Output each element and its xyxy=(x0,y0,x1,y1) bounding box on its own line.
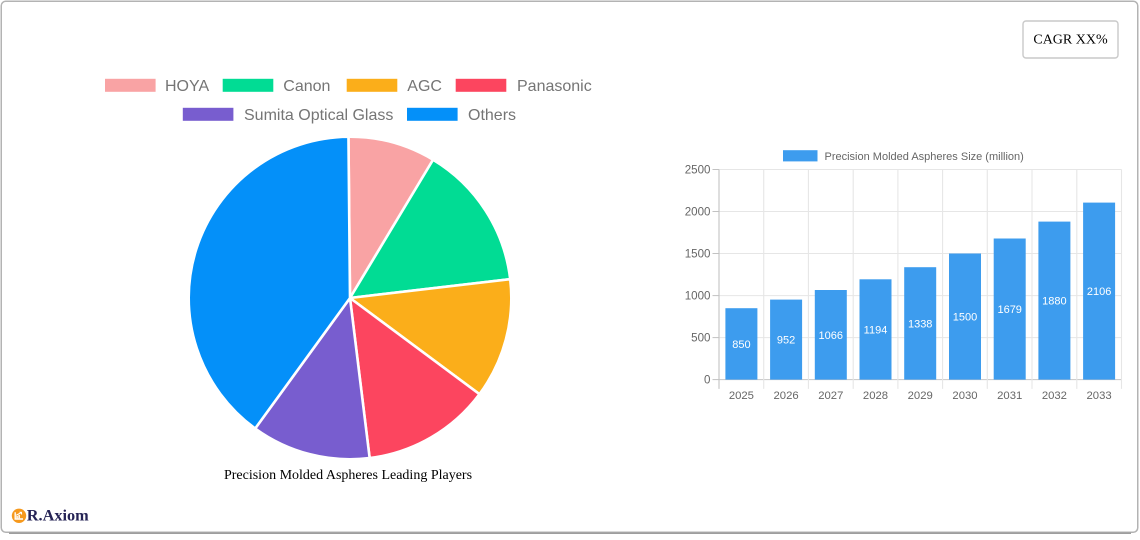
svg-text:2032: 2032 xyxy=(1042,390,1067,402)
svg-text:2030: 2030 xyxy=(952,390,977,402)
svg-text:0: 0 xyxy=(704,374,710,387)
svg-text:2028: 2028 xyxy=(863,390,888,402)
svg-text:Panasonic: Panasonic xyxy=(517,78,592,95)
svg-text:2027: 2027 xyxy=(818,390,843,402)
svg-text:2106: 2106 xyxy=(1087,286,1111,298)
svg-text:2033: 2033 xyxy=(1087,390,1112,402)
svg-text:2026: 2026 xyxy=(774,390,799,402)
svg-text:1500: 1500 xyxy=(953,312,977,324)
svg-text:Precision Molded Aspheres Lead: Precision Molded Aspheres Leading Player… xyxy=(224,468,472,483)
svg-text:500: 500 xyxy=(691,332,710,345)
svg-text:Others: Others xyxy=(468,107,516,124)
svg-text:1194: 1194 xyxy=(864,325,888,337)
svg-text:R.Axiom: R.Axiom xyxy=(27,505,89,524)
svg-text:2031: 2031 xyxy=(997,390,1022,402)
svg-text:2025: 2025 xyxy=(729,390,754,402)
svg-text:2000: 2000 xyxy=(685,206,711,219)
svg-text:1679: 1679 xyxy=(997,304,1021,316)
svg-text:850: 850 xyxy=(732,339,750,351)
svg-text:2500: 2500 xyxy=(685,164,711,177)
svg-text:1000: 1000 xyxy=(685,290,711,303)
svg-text:CAGR XX%: CAGR XX% xyxy=(1033,33,1108,48)
svg-text:1880: 1880 xyxy=(1042,296,1066,308)
svg-text:952: 952 xyxy=(777,335,795,347)
svg-text:1338: 1338 xyxy=(908,319,932,331)
svg-text:2029: 2029 xyxy=(908,390,933,402)
svg-text:Sumita Optical Glass: Sumita Optical Glass xyxy=(244,107,393,124)
svg-text:Precision Molded Aspheres Size: Precision Molded Aspheres Size (million) xyxy=(825,151,1024,163)
svg-text:1500: 1500 xyxy=(685,248,711,261)
svg-text:HOYA: HOYA xyxy=(165,78,209,95)
svg-text:AGC: AGC xyxy=(407,78,442,95)
svg-text:1066: 1066 xyxy=(819,330,843,342)
svg-text:Canon: Canon xyxy=(283,78,330,95)
